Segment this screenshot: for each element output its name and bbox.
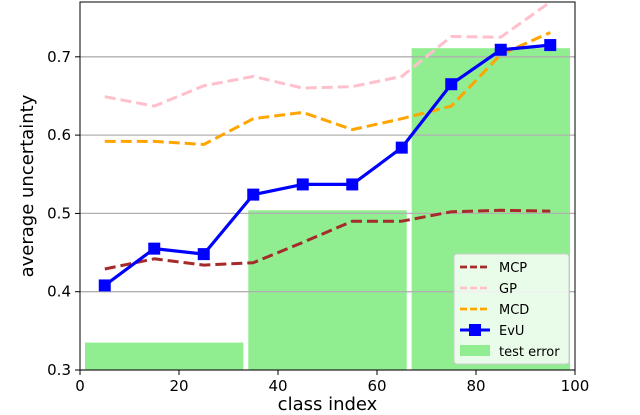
x-tick-label-20: 20 xyxy=(169,377,188,395)
y-tick-label-0.6: 0.6 xyxy=(47,126,71,144)
x-tick-label-40: 40 xyxy=(268,377,287,395)
legend-swatch-test-error xyxy=(460,345,490,356)
legend-marker-evu xyxy=(469,324,481,336)
legend-label-mcd: MCD xyxy=(499,303,529,318)
series-line-evu xyxy=(103,43,552,287)
data-point-evu-5 xyxy=(296,178,309,191)
data-point-evu-8 xyxy=(445,78,458,91)
data-point-evu-10 xyxy=(544,39,557,52)
x-tick-label-60: 60 xyxy=(367,377,386,395)
plot-frame xyxy=(79,1,576,371)
legend-label-mcp: MCP xyxy=(499,261,527,276)
data-point-evu-2 xyxy=(148,242,161,255)
axes-layer: 0 20 40 60 80 100 0.3 0.4 0.5 0.6 0.7 xyxy=(47,48,589,395)
lines-layer xyxy=(98,2,557,292)
y-tick-label-0.5: 0.5 xyxy=(47,204,71,222)
x-tick-label-80: 80 xyxy=(466,377,485,395)
data-point-evu-6 xyxy=(346,178,359,191)
bar-test-error-1 xyxy=(84,342,244,370)
legend-label-gp: GP xyxy=(499,282,517,297)
x-tick-label-0: 0 xyxy=(75,377,85,395)
data-point-evu-9 xyxy=(494,43,507,56)
legend-label-test-error: test error xyxy=(499,345,560,360)
legend-label-evu: EvU xyxy=(499,324,524,339)
legend: MCP GP MCD EvU test error xyxy=(453,253,570,365)
data-point-evu-1 xyxy=(98,279,111,292)
x-tick-label-100: 100 xyxy=(561,377,590,395)
y-tick-label-0.3: 0.3 xyxy=(47,361,71,379)
series-line-gp xyxy=(104,2,552,108)
y-axis-label: average uncertainty xyxy=(17,94,38,277)
series-line-mcp xyxy=(104,208,551,271)
series-line-mcd xyxy=(104,31,551,146)
y-tick-label-0.7: 0.7 xyxy=(47,48,71,66)
data-point-evu-7 xyxy=(395,141,408,154)
y-tick-label-0.4: 0.4 xyxy=(47,283,71,301)
data-point-evu-4 xyxy=(247,188,260,201)
bar-test-error-2 xyxy=(248,210,407,370)
data-point-evu-3 xyxy=(197,248,210,261)
x-axis-label: class index xyxy=(278,394,378,415)
legend-box xyxy=(453,253,570,365)
